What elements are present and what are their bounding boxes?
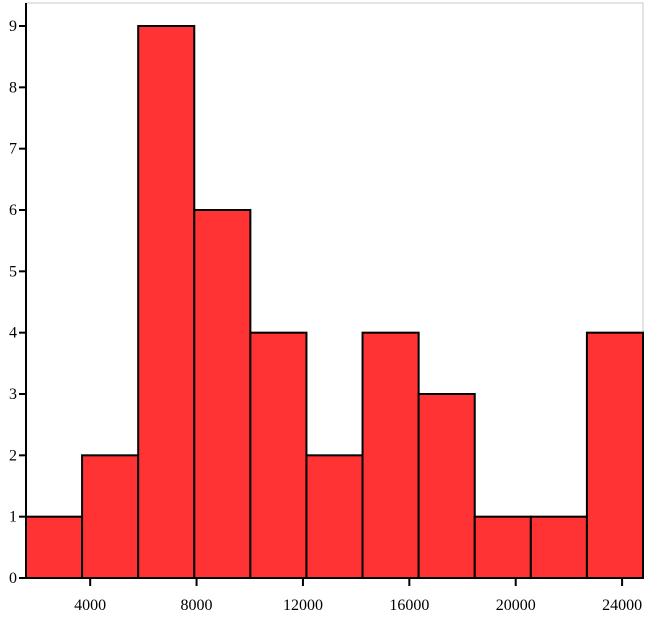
x-tick-label: 8000	[181, 597, 213, 614]
bars-group	[25, 25, 644, 580]
y-tick-label: 1	[9, 509, 17, 526]
y-tick-label: 8	[9, 79, 17, 96]
histogram-bar-1	[25, 515, 84, 579]
x-tick-label: 4000	[74, 597, 106, 614]
y-axis: 0 1 2 3 4 5 6 7 8 9	[9, 3, 27, 587]
histogram-bar-10	[529, 515, 588, 579]
y-tick-label: 5	[9, 263, 17, 280]
x-tick-label: 16000	[389, 597, 429, 614]
x-tick-label: 24000	[602, 597, 642, 614]
y-tick-label: 2	[9, 447, 17, 464]
y-tick-label: 0	[9, 570, 17, 587]
histogram-bar-7	[361, 331, 420, 580]
x-tick-label: 12000	[283, 597, 323, 614]
x-axis: 4000 8000 12000 16000 20000 24000	[26, 577, 643, 614]
histogram-bar-6	[305, 454, 364, 579]
y-tick-label: 9	[9, 18, 17, 35]
y-tick-label: 6	[9, 202, 17, 219]
histogram-bar-11	[585, 331, 644, 580]
histogram-bar-9	[473, 515, 532, 579]
histogram-bar-3	[137, 25, 196, 579]
histogram-bar-5	[249, 331, 308, 580]
histogram-bar-2	[81, 454, 140, 579]
histogram-bar-8	[417, 393, 476, 579]
y-tick-label: 7	[9, 141, 17, 158]
histogram-bar-4	[193, 209, 252, 579]
y-tick-label: 3	[9, 386, 17, 403]
x-tick-label: 20000	[496, 597, 536, 614]
y-tick-label: 4	[9, 325, 17, 342]
